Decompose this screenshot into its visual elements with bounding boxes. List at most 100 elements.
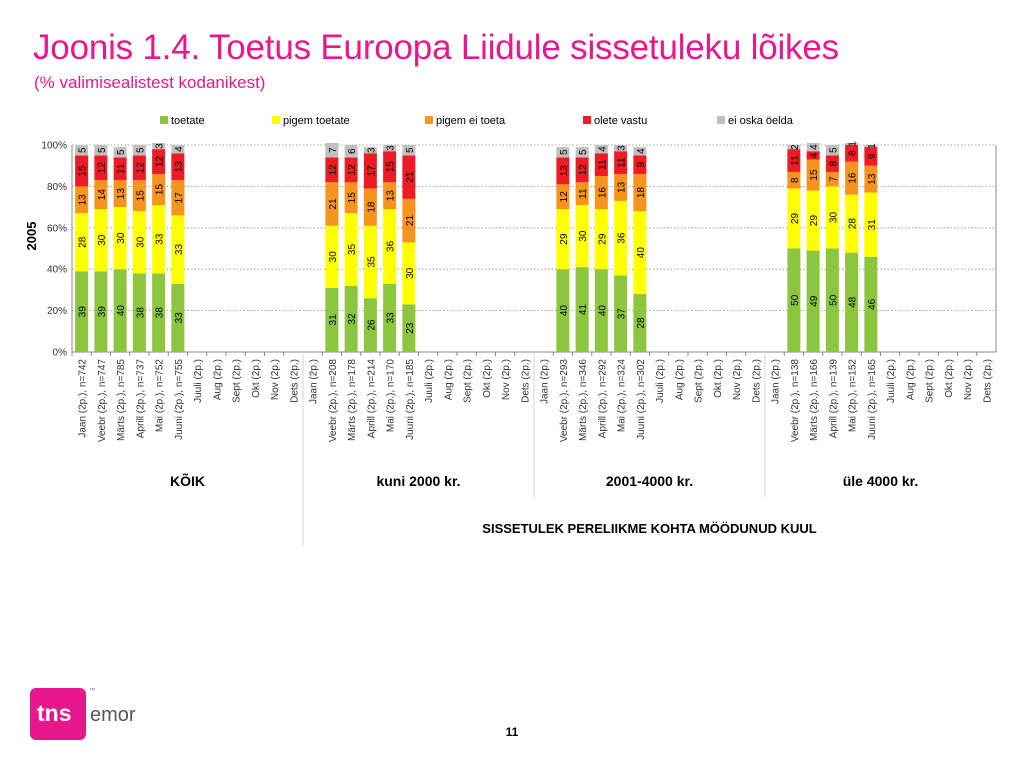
- data-label: 15: [135, 190, 146, 202]
- x-tick-label: Jaan (2p.): [309, 359, 320, 404]
- x-tick-label: Juuni (2p.), n=302: [636, 359, 647, 440]
- data-label: 1: [867, 143, 878, 149]
- data-label: 13: [867, 173, 878, 185]
- x-tick-label: Dets (2p.): [751, 359, 762, 403]
- data-label: 38: [135, 307, 146, 319]
- data-label: 30: [135, 236, 146, 248]
- x-tick-label: Aug (2p.): [212, 359, 223, 400]
- data-label: 31: [867, 219, 878, 231]
- bar-segment: [594, 176, 608, 210]
- data-label: 33: [174, 244, 185, 256]
- y-tick-label: 0%: [53, 348, 68, 359]
- bar-segment: [152, 149, 166, 174]
- data-label: 32: [347, 313, 358, 325]
- x-tick-label: Nov (2p.): [732, 359, 743, 400]
- page-number: 11: [505, 725, 519, 739]
- y-tick-label: 100%: [41, 141, 67, 152]
- bar-segment: [344, 157, 358, 183]
- bar-segment: [325, 157, 339, 183]
- x-tick-label: Märts (2p.), n=346: [578, 359, 589, 441]
- data-label: 8: [848, 150, 859, 156]
- data-label: 40: [597, 305, 608, 317]
- bar-segment: [152, 205, 166, 274]
- bar-segment: [402, 198, 416, 243]
- bar-segment: [113, 180, 127, 208]
- data-label: 30: [328, 251, 339, 263]
- data-label: 11: [116, 163, 127, 174]
- bar-segment: [132, 211, 146, 274]
- data-label: 30: [828, 211, 839, 223]
- bar-segment: [363, 298, 377, 352]
- data-label: 13: [559, 165, 570, 177]
- data-label: 29: [559, 233, 570, 245]
- bar-segment: [825, 186, 839, 249]
- data-label: 13: [116, 188, 127, 200]
- data-label: 33: [386, 312, 397, 324]
- bar-segment: [864, 192, 878, 257]
- data-label: 5: [828, 147, 839, 153]
- bar-segment: [402, 242, 416, 305]
- bar-segment: [594, 269, 608, 352]
- x-tick-label: Jaan (2p.), n=742: [78, 359, 89, 438]
- data-label: 3: [366, 147, 377, 153]
- bar-segment: [132, 273, 146, 352]
- bar-segment: [75, 186, 89, 214]
- data-label: 15: [155, 184, 166, 196]
- data-label: 11: [617, 157, 628, 168]
- bar-segment: [171, 215, 185, 284]
- bar-segment: [171, 180, 185, 216]
- x-tick-label: Dets (2p.): [520, 359, 531, 403]
- x-tick-label: Juuni (2p.), n=185: [405, 359, 416, 440]
- bar-segment: [575, 205, 589, 268]
- bar-segment: [614, 200, 628, 276]
- data-label: 15: [78, 165, 89, 177]
- logo-brand-text: tns: [37, 700, 72, 726]
- x-tick-label: Märts (2p.), n=166: [809, 359, 820, 441]
- bar-segment: [614, 145, 628, 152]
- data-label: 17: [174, 192, 185, 204]
- data-label: 3: [155, 143, 166, 149]
- data-label: 48: [848, 296, 859, 308]
- x-tick-label: Jaan (2p.): [540, 359, 551, 404]
- logo-trademark: ™: [89, 687, 95, 694]
- bar-segment: [94, 271, 108, 352]
- data-label: 35: [366, 256, 377, 268]
- data-label: 5: [135, 147, 146, 153]
- bar-segment: [787, 171, 801, 189]
- x-tick-label: Aug (2p.): [905, 359, 916, 400]
- group-label: 2001-4000 kr.: [606, 473, 693, 489]
- bar-segment: [556, 157, 570, 185]
- x-tick-label: Dets (2p.): [289, 359, 300, 403]
- y-tick-label: 60%: [47, 223, 67, 234]
- bar-segment: [325, 182, 339, 226]
- data-label: 39: [97, 306, 108, 318]
- x-tick-label: Aprill (2p.), n=139: [828, 359, 839, 439]
- x-tick-label: Mai (2p.), n=152: [848, 359, 859, 433]
- data-label: 4: [636, 148, 647, 154]
- bar-segment: [94, 145, 108, 156]
- bar-segment: [75, 213, 89, 272]
- x-tick-label: Jaan (2p.): [771, 359, 782, 404]
- x-tick-label: Sept (2p.): [694, 359, 705, 403]
- x-axis-title: SISSETULEK PERELIIKME KOHTA MÖÖDUNUD KUU…: [482, 521, 816, 536]
- logo-sub-text: emor: [90, 704, 136, 726]
- bar-segment: [787, 145, 801, 150]
- bar-segment: [113, 147, 127, 158]
- data-label: 30: [405, 267, 416, 279]
- page-title: Joonis 1.4. Toetus Euroopa Liidule sisse…: [33, 28, 839, 67]
- bar-segment: [344, 145, 358, 158]
- data-label: 30: [116, 232, 127, 244]
- data-label: 15: [809, 169, 820, 181]
- legend-swatch: [160, 116, 168, 124]
- bar-segment: [344, 285, 358, 352]
- bar-segment: [864, 256, 878, 352]
- bar-segment: [75, 145, 89, 156]
- data-label: 29: [790, 212, 801, 224]
- x-tick-label: Aug (2p.): [674, 359, 685, 400]
- x-tick-label: Aug (2p.): [443, 359, 454, 400]
- bar-segment: [363, 147, 377, 154]
- data-label: 11: [597, 159, 608, 170]
- bar-segment: [845, 145, 859, 162]
- bar-segment: [171, 145, 185, 154]
- group-label: üle 4000 kr.: [843, 473, 919, 489]
